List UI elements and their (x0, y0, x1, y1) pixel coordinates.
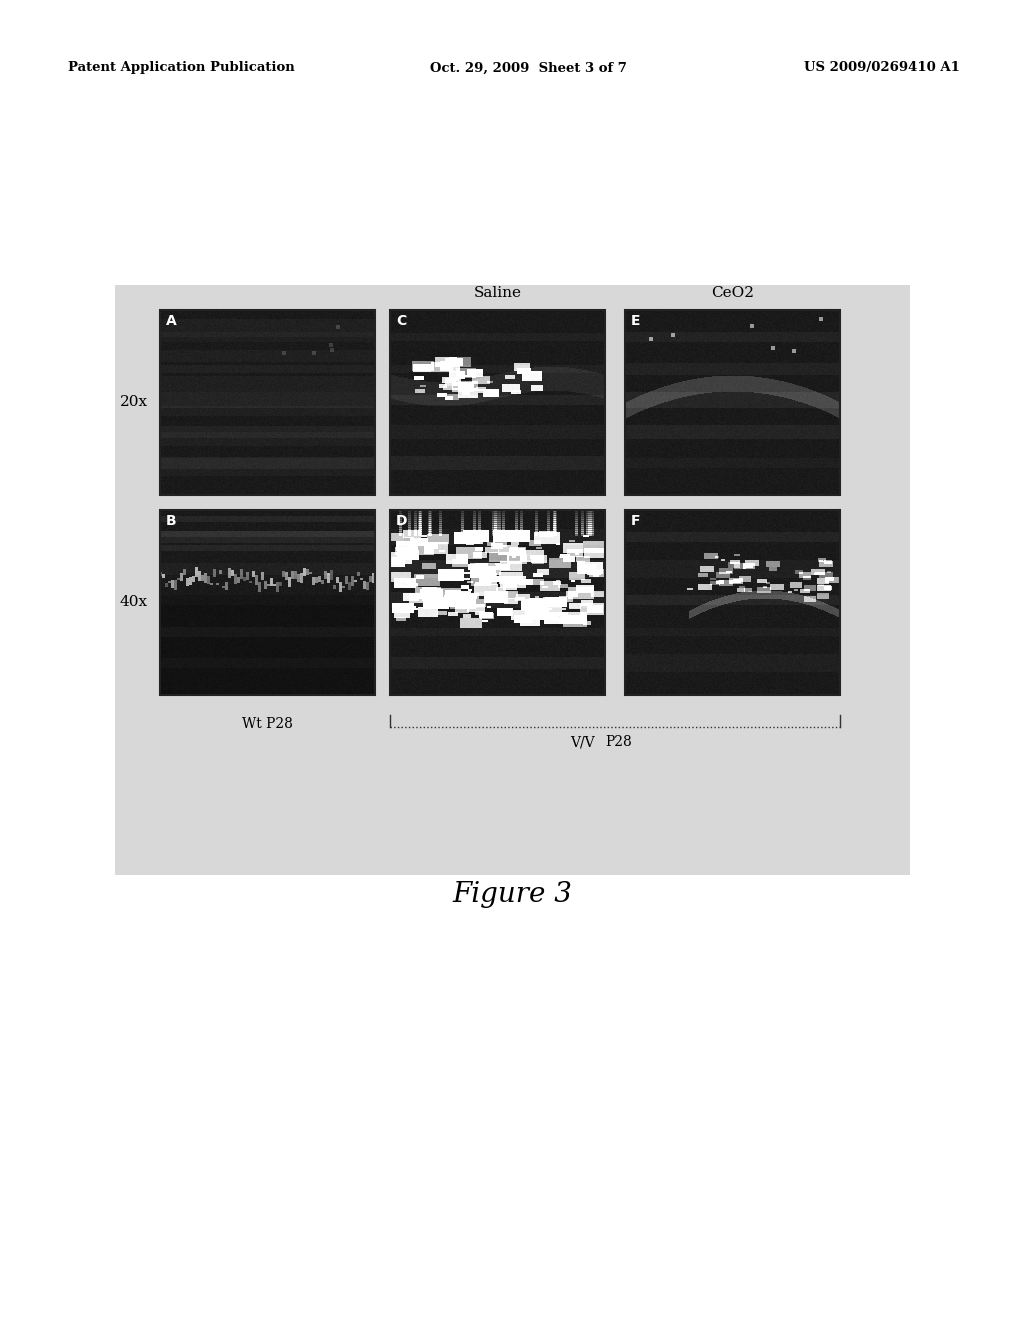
Bar (390, 310, 605, 495)
Text: Wt P28: Wt P28 (242, 717, 293, 731)
Text: D: D (396, 513, 408, 528)
Bar (390, 510, 605, 696)
Text: CeO2: CeO2 (711, 286, 754, 300)
Text: 20x: 20x (120, 396, 148, 409)
Text: P28: P28 (605, 735, 632, 748)
Bar (160, 510, 375, 696)
Text: V/V: V/V (570, 735, 595, 748)
Text: 40x: 40x (120, 595, 148, 610)
Text: Figure 3: Figure 3 (452, 882, 572, 908)
Text: A: A (166, 314, 177, 327)
Bar (160, 310, 375, 495)
Bar (625, 310, 840, 495)
Text: E: E (631, 314, 640, 327)
Text: Patent Application Publication: Patent Application Publication (68, 62, 295, 74)
Text: B: B (166, 513, 176, 528)
Text: US 2009/0269410 A1: US 2009/0269410 A1 (804, 62, 961, 74)
Text: F: F (631, 513, 640, 528)
Text: Oct. 29, 2009  Sheet 3 of 7: Oct. 29, 2009 Sheet 3 of 7 (430, 62, 627, 74)
Bar (115, 285, 910, 875)
Text: Saline: Saline (473, 286, 521, 300)
Text: C: C (396, 314, 407, 327)
Bar (625, 510, 840, 696)
